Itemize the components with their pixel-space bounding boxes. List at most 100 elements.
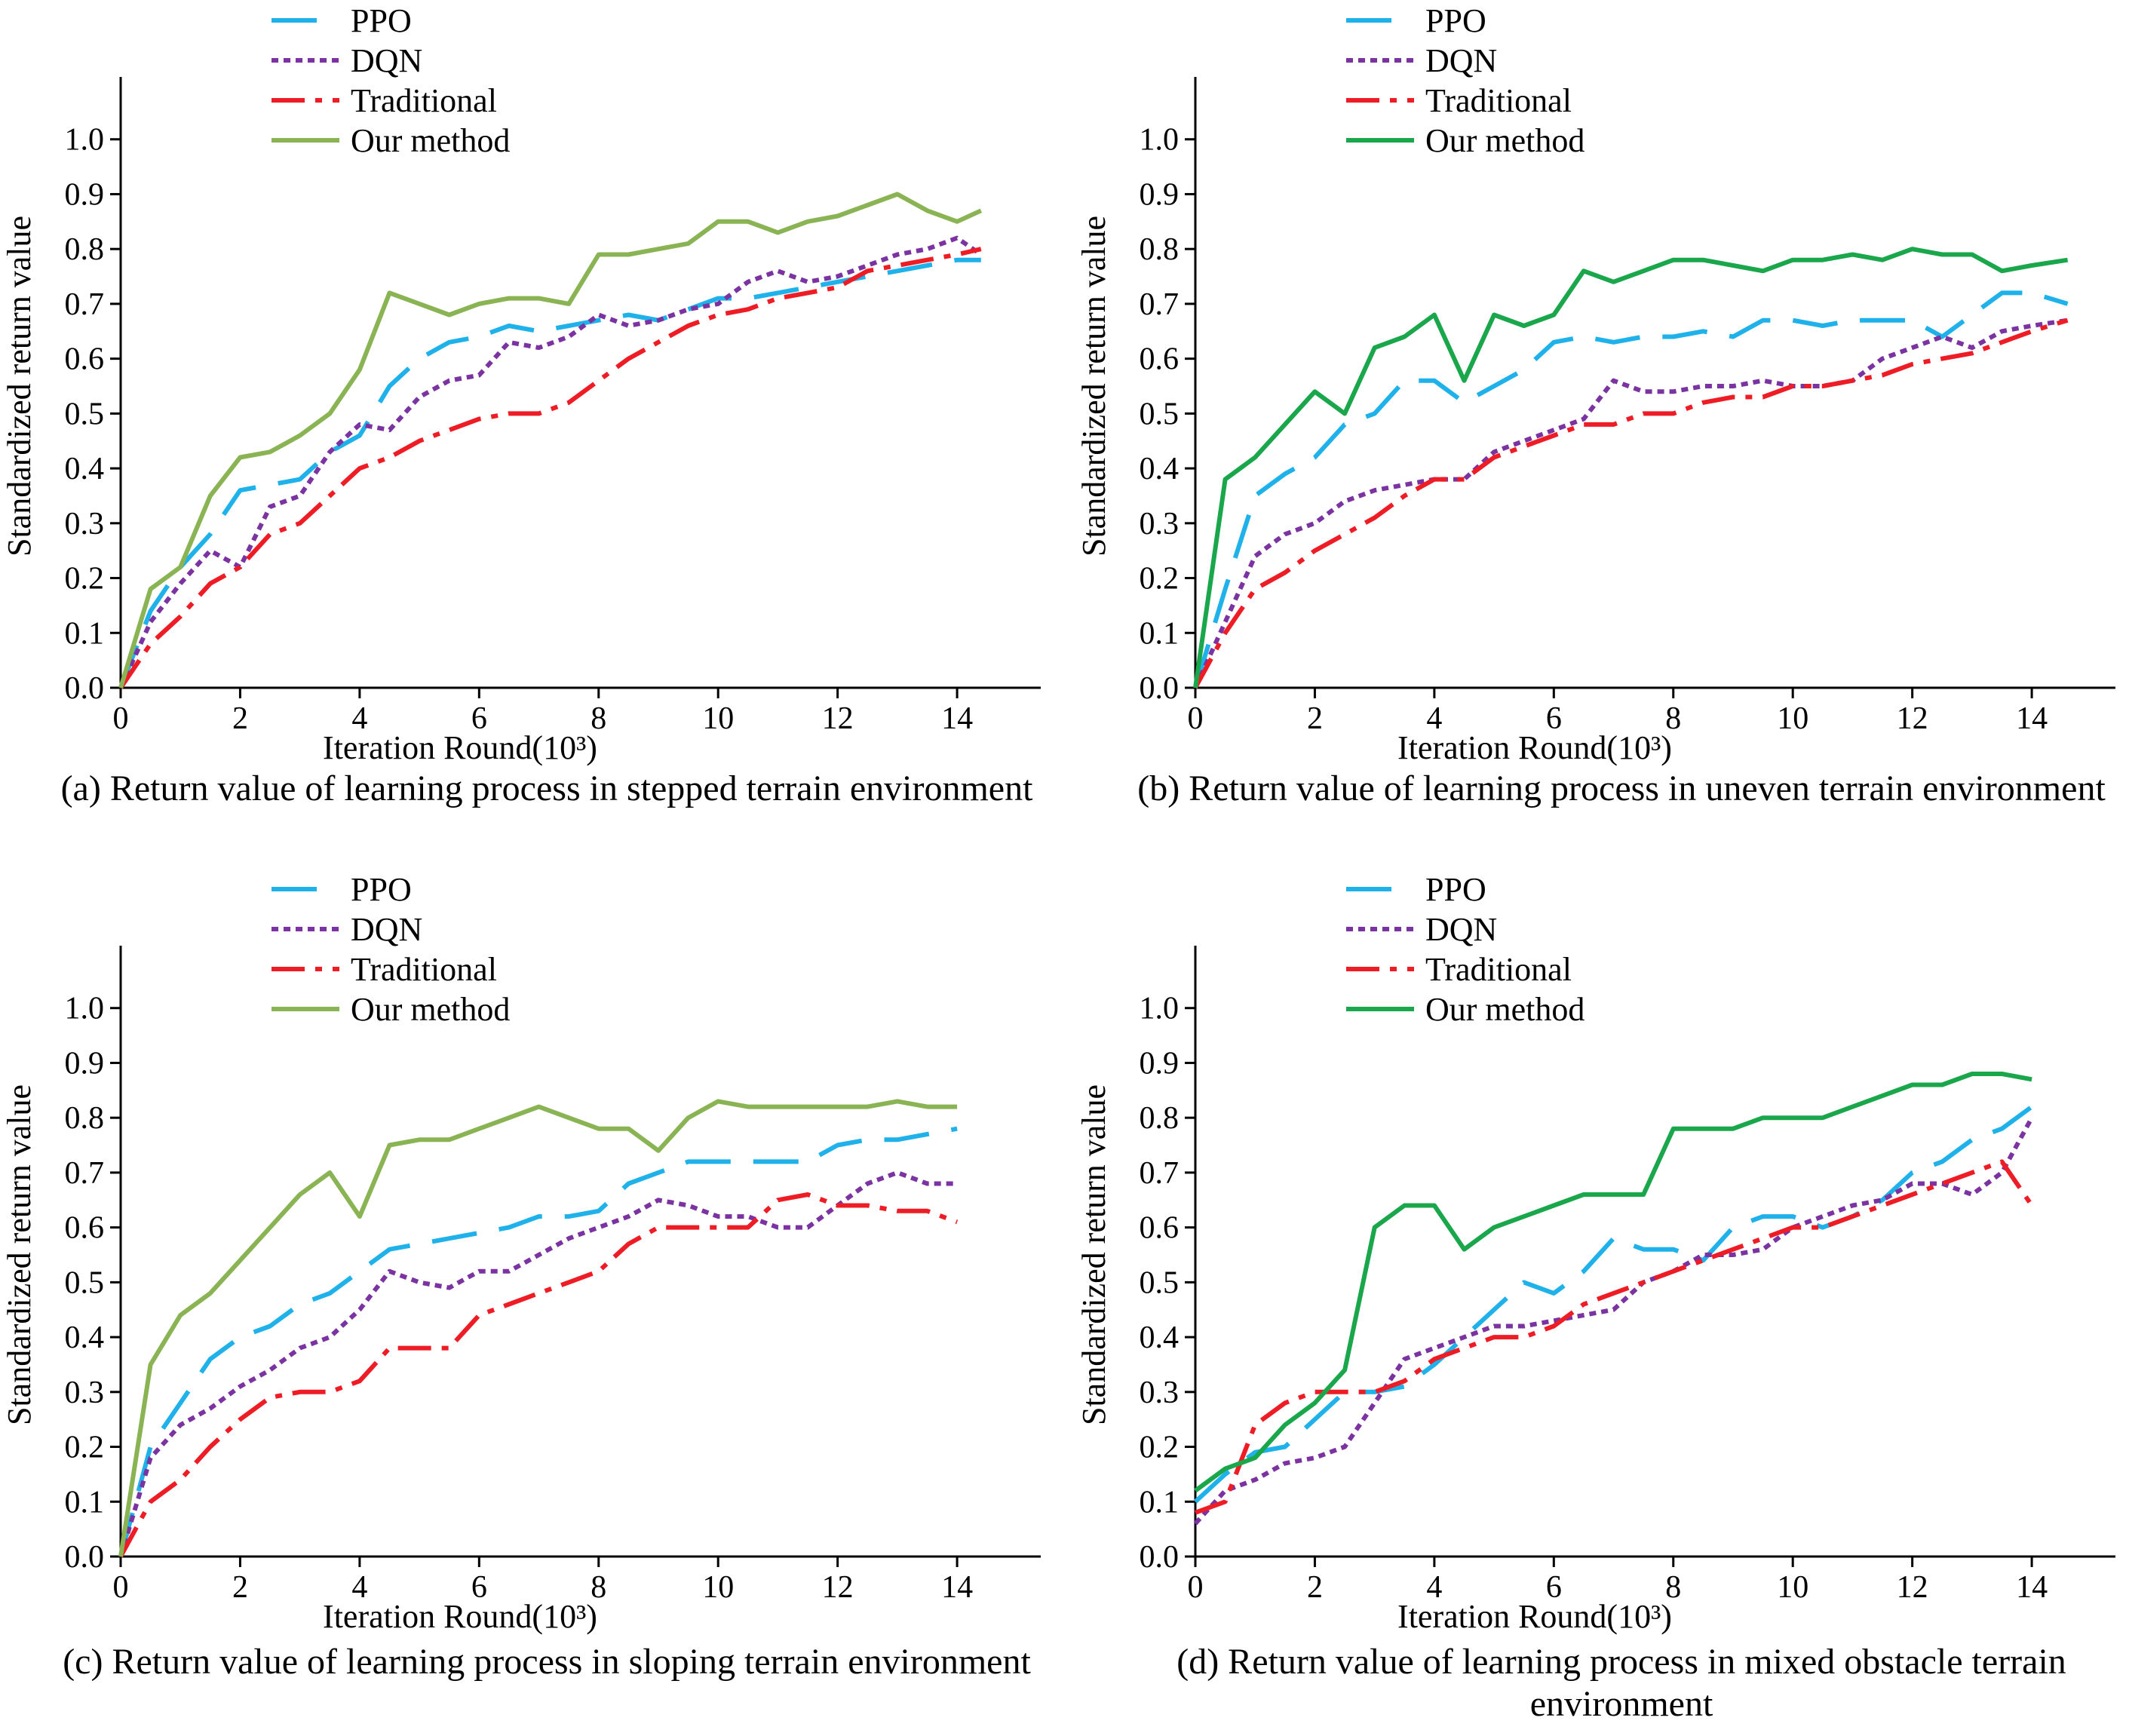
y-tick-label: 0.7 — [65, 287, 105, 322]
legend-label: DQN — [351, 42, 422, 79]
x-tick-label: 2 — [1307, 701, 1323, 736]
y-axis-title: Standardized return value — [1075, 1084, 1112, 1425]
legend-label: DQN — [351, 911, 422, 948]
x-tick-label: 0 — [113, 1570, 129, 1605]
legend-label: DQN — [1425, 911, 1497, 948]
y-tick-label: 0.3 — [1140, 507, 1180, 541]
y-tick-label: 0.8 — [65, 232, 105, 267]
y-axis-title: Standardized return value — [1075, 216, 1112, 557]
y-tick-label: 0.5 — [1140, 397, 1180, 431]
series-line-traditional — [118, 1192, 959, 1558]
x-tick-label: 0 — [113, 701, 129, 736]
y-tick-label: 0.0 — [65, 1540, 105, 1575]
y-tick-label: 0.4 — [1140, 452, 1180, 486]
y-tick-label: 0.3 — [1140, 1376, 1180, 1410]
legend-label: Traditional — [351, 951, 497, 988]
y-tick-label: 0.4 — [1140, 1320, 1180, 1355]
series-line-ppo — [1193, 290, 2069, 689]
y-tick-label: 0.0 — [1140, 671, 1180, 706]
y-tick-label: 0.2 — [1140, 562, 1180, 597]
y-tick-label: 0.7 — [1140, 1156, 1180, 1191]
y-tick-label: 0.9 — [65, 1046, 105, 1081]
series-line-our-method — [118, 192, 983, 689]
series-line-our-method — [118, 1099, 958, 1557]
legend-label: Our method — [351, 122, 510, 159]
caption-panel-c: (c) Return value of learning process in … — [63, 1642, 1031, 1682]
caption-panel-a: (a) Return value of learning process in … — [60, 768, 1033, 808]
y-tick-label: 0.6 — [1140, 342, 1180, 377]
x-tick-label: 12 — [822, 1570, 854, 1605]
legend-label: Our method — [1425, 991, 1584, 1028]
x-tick-label: 12 — [822, 701, 854, 736]
y-tick-label: 0.3 — [65, 507, 105, 541]
y-tick-label: 0.6 — [1140, 1211, 1180, 1246]
x-tick-label: 4 — [1426, 1570, 1442, 1605]
x-tick-label: 4 — [351, 1570, 367, 1605]
y-tick-label: 0.1 — [65, 616, 105, 651]
legend-label: PPO — [351, 2, 412, 39]
y-tick-label: 0.0 — [65, 671, 105, 706]
y-tick-label: 0.9 — [1140, 1046, 1180, 1081]
y-tick-label: 0.2 — [65, 1431, 105, 1465]
y-tick-label: 1.0 — [1140, 992, 1180, 1026]
y-tick-label: 0.9 — [1140, 177, 1180, 212]
series-line-ppo — [118, 1126, 958, 1557]
x-tick-label: 0 — [1188, 1570, 1204, 1605]
y-tick-label: 1.0 — [1140, 123, 1180, 158]
x-tick-label: 0 — [1188, 701, 1204, 736]
x-tick-label: 2 — [1307, 1570, 1323, 1605]
series-line-traditional — [1193, 317, 2069, 689]
series-line-traditional — [118, 247, 982, 689]
legend-label: DQN — [1425, 42, 1497, 79]
chart-panel-b: 0.0 0.1 0.2 0.3 0.4 0.5 0.6 0.7 0.8 0.9 1.0 0 2 4 6 8 10… — [1075, 2, 2115, 766]
y-tick-label: 0.1 — [1140, 616, 1180, 651]
x-tick-label: 2 — [232, 701, 248, 736]
x-tick-label: 14 — [2016, 701, 2048, 736]
x-axis-title: Iteration Round(10³) — [323, 1598, 597, 1635]
y-tick-label: 0.1 — [65, 1485, 105, 1520]
y-tick-label: 0.0 — [1140, 1540, 1180, 1575]
x-tick-label: 10 — [1777, 1570, 1808, 1605]
series-line-our-method — [1193, 247, 2069, 689]
legend-label: Our method — [351, 991, 510, 1028]
x-axis-title: Iteration Round(10³) — [323, 729, 597, 766]
legend-label: Traditional — [1425, 82, 1572, 119]
legend-label: PPO — [351, 871, 412, 908]
x-tick-label: 4 — [351, 701, 367, 736]
y-tick-label: 0.2 — [1140, 1431, 1180, 1465]
y-tick-label: 0.7 — [65, 1156, 105, 1191]
x-tick-label: 6 — [1546, 701, 1562, 736]
y-tick-label: 0.8 — [1140, 1101, 1180, 1136]
x-tick-label: 6 — [1546, 1570, 1562, 1605]
chart-panel-a: 0.0 0.1 0.2 0.3 0.4 0.5 0.6 0.7 0.8 0.9 1.0 0 2 4 6 8 10… — [1, 2, 1041, 766]
y-axis-title: Standardized return value — [1, 1084, 38, 1425]
y-tick-label: 0.5 — [65, 1265, 105, 1300]
x-tick-label: 8 — [1665, 1570, 1681, 1605]
x-tick-label: 2 — [232, 1570, 248, 1605]
chart-panel-d: 0.0 0.1 0.2 0.3 0.4 0.5 0.6 0.7 0.8 0.9 1.0 0 2 4 6 8 10… — [1075, 871, 2115, 1635]
series-line-dqn — [118, 235, 983, 689]
y-axis-title: Standardized return value — [1, 216, 38, 557]
series-line-traditional — [1194, 1159, 2034, 1515]
x-tick-label: 14 — [2016, 1570, 2048, 1605]
y-tick-label: 0.7 — [1140, 287, 1180, 322]
caption-panel-b: (b) Return value of learning process in … — [1137, 768, 2106, 808]
y-tick-label: 1.0 — [65, 123, 105, 158]
caption-panel-d: (d) Return value of learning process in … — [1176, 1642, 2066, 1724]
y-tick-label: 0.9 — [65, 177, 105, 212]
series-line-ppo — [1193, 1105, 2033, 1504]
y-tick-label: 0.3 — [65, 1376, 105, 1410]
legend-label: Traditional — [351, 82, 497, 119]
x-tick-label: 6 — [471, 1570, 487, 1605]
x-axis-title: Iteration Round(10³) — [1397, 729, 1672, 766]
y-tick-label: 0.8 — [65, 1101, 105, 1136]
y-tick-label: 0.6 — [65, 1211, 105, 1246]
x-tick-label: 4 — [1426, 701, 1442, 736]
x-tick-label: 8 — [591, 701, 606, 736]
x-tick-label: 10 — [702, 701, 734, 736]
y-tick-label: 0.5 — [65, 397, 105, 431]
y-tick-label: 0.6 — [65, 342, 105, 377]
x-tick-label: 12 — [1897, 1570, 1928, 1605]
x-tick-label: 6 — [471, 701, 487, 736]
